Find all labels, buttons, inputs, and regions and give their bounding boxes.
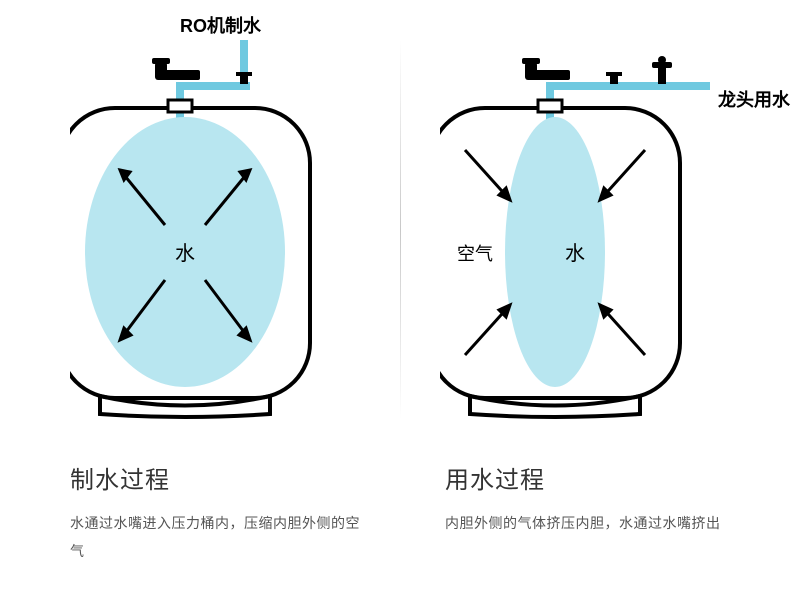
water-label: 水 xyxy=(565,242,585,265)
pipe-joint-icon xyxy=(610,76,618,84)
caption-desc-left: 水通过水嘴进入压力桶内，压缩内胆外侧的空气 xyxy=(70,509,370,565)
caption-title-left: 制水过程 xyxy=(70,460,370,495)
pipe-cap-icon xyxy=(606,72,622,76)
outlet-tap-icon xyxy=(652,56,672,84)
diagram-right: 水 空气 xyxy=(440,20,750,440)
faucet-icon xyxy=(152,58,200,80)
pipe-joint-icon xyxy=(240,76,248,84)
divider xyxy=(400,40,401,420)
pipe-cap-icon xyxy=(236,72,252,76)
caption-right: 用水过程 内胆外侧的气体挤压内胆，水通过水嘴挤出 xyxy=(445,460,745,537)
caption-title-right: 用水过程 xyxy=(445,460,745,495)
pipe-horizontal xyxy=(550,82,710,90)
pipe-horizontal xyxy=(180,82,250,90)
water-bladder xyxy=(505,117,605,387)
caption-desc-right: 内胆外侧的气体挤压内胆，水通过水嘴挤出 xyxy=(445,509,745,537)
water-label: 水 xyxy=(175,242,195,265)
caption-left: 制水过程 水通过水嘴进入压力桶内，压缩内胆外侧的空气 xyxy=(70,460,370,565)
air-label: 空气 xyxy=(457,244,493,264)
diagram-left: 水 xyxy=(70,20,380,440)
faucet-icon xyxy=(522,58,570,80)
